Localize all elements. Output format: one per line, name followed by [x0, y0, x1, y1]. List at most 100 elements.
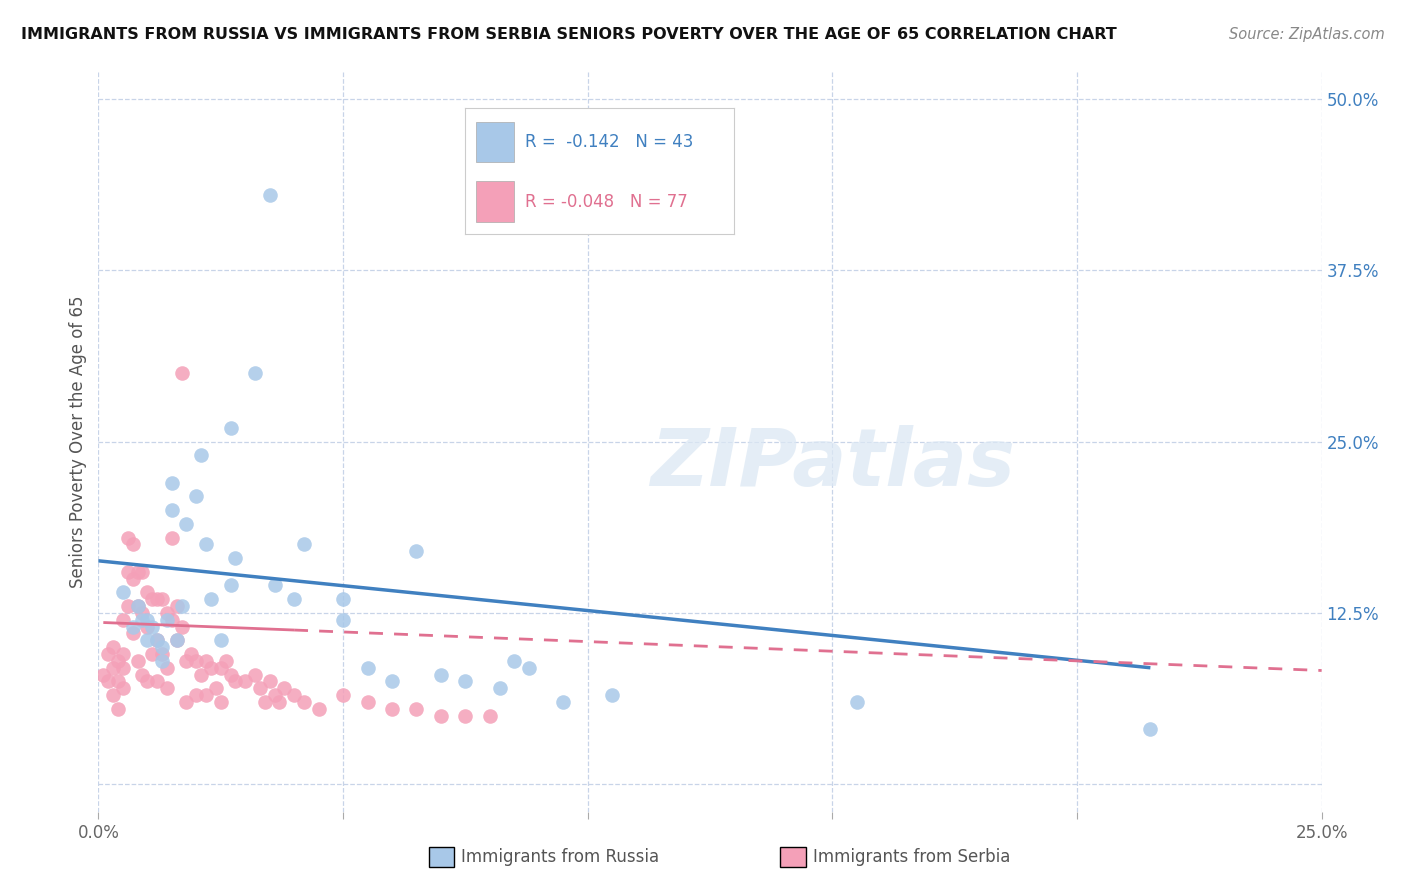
Point [430, 667, 453, 681]
Point [186, 489, 208, 503]
Point [160, 503, 183, 517]
Y-axis label: Seniors Poverty Over the Age of 65: Seniors Poverty Over the Age of 65 [69, 295, 87, 588]
Point [503, 654, 526, 668]
Point [141, 619, 163, 633]
Point [127, 565, 149, 579]
Point [146, 592, 169, 607]
Text: Immigrants from Russia: Immigrants from Russia [461, 848, 659, 866]
Point [150, 640, 173, 655]
Point [101, 688, 124, 702]
Point [269, 695, 291, 709]
Point [160, 531, 183, 545]
Point [209, 633, 232, 648]
Point [249, 681, 271, 696]
Point [263, 578, 285, 592]
Text: ZIPatlas: ZIPatlas [650, 425, 1015, 503]
Point [136, 633, 159, 648]
Point [292, 537, 315, 551]
Point [488, 681, 510, 696]
Point [454, 674, 477, 689]
Text: Immigrants from Serbia: Immigrants from Serbia [813, 848, 1010, 866]
Point [176, 654, 198, 668]
Point [195, 654, 218, 668]
Point [430, 708, 453, 723]
Point [190, 667, 212, 681]
Point [405, 544, 427, 558]
Point [356, 661, 378, 675]
Point [259, 674, 281, 689]
Point [1139, 723, 1161, 737]
Point [170, 366, 193, 380]
Text: IMMIGRANTS FROM RUSSIA VS IMMIGRANTS FROM SERBIA SENIORS POVERTY OVER THE AGE OF: IMMIGRANTS FROM RUSSIA VS IMMIGRANTS FRO… [21, 27, 1116, 42]
Point [156, 613, 179, 627]
Point [117, 565, 139, 579]
Point [121, 572, 143, 586]
Point [136, 613, 159, 627]
Point [209, 661, 232, 675]
Point [209, 695, 232, 709]
Point [405, 702, 427, 716]
Point [136, 585, 159, 599]
Point [160, 613, 183, 627]
Point [205, 681, 228, 696]
Point [381, 702, 404, 716]
Point [136, 619, 159, 633]
Point [91, 667, 114, 681]
Point [253, 695, 276, 709]
Point [308, 702, 330, 716]
Point [478, 708, 501, 723]
Point [176, 695, 198, 709]
Point [111, 613, 134, 627]
Point [141, 647, 163, 661]
Point [111, 681, 134, 696]
Point [259, 187, 281, 202]
Point [117, 599, 139, 613]
Point [273, 681, 295, 696]
Point [553, 695, 575, 709]
Point [150, 592, 173, 607]
Point [166, 633, 188, 648]
Point [127, 599, 149, 613]
Point [454, 708, 477, 723]
Point [127, 599, 149, 613]
Point [356, 695, 378, 709]
Point [131, 613, 153, 627]
Point [156, 606, 179, 620]
Point [101, 661, 124, 675]
Point [233, 674, 256, 689]
Point [180, 647, 202, 661]
Point [166, 633, 188, 648]
Point [195, 537, 218, 551]
Point [121, 626, 143, 640]
Point [517, 661, 540, 675]
Point [190, 448, 212, 462]
Point [200, 661, 222, 675]
Point [332, 592, 354, 607]
Point [107, 702, 129, 716]
Point [97, 647, 120, 661]
Point [381, 674, 404, 689]
Point [111, 661, 134, 675]
Point [131, 565, 153, 579]
Point [332, 688, 354, 702]
Point [121, 537, 143, 551]
Point [600, 688, 623, 702]
Point [170, 599, 193, 613]
Point [111, 585, 134, 599]
Point [97, 674, 120, 689]
Point [176, 516, 198, 531]
Point [131, 667, 153, 681]
Point [146, 633, 169, 648]
Point [170, 619, 193, 633]
Point [136, 674, 159, 689]
Point [146, 633, 169, 648]
Text: Source: ZipAtlas.com: Source: ZipAtlas.com [1229, 27, 1385, 42]
Point [141, 592, 163, 607]
Point [131, 606, 153, 620]
Point [156, 681, 179, 696]
Point [214, 654, 236, 668]
Point [243, 366, 266, 380]
Point [111, 647, 134, 661]
Point [263, 688, 285, 702]
Point [283, 592, 305, 607]
